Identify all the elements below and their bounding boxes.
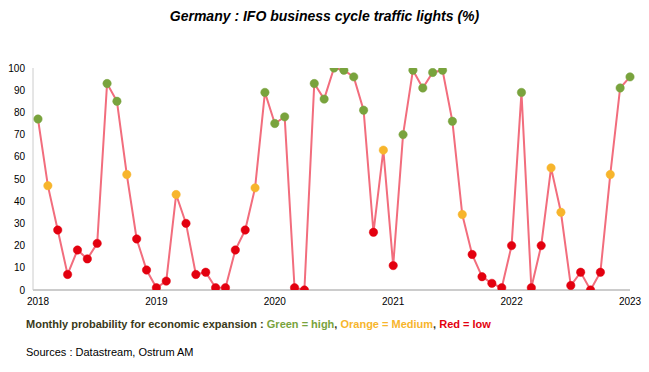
svg-text:2019: 2019 xyxy=(145,296,168,307)
svg-text:2022: 2022 xyxy=(500,296,523,307)
svg-text:2023: 2023 xyxy=(619,296,641,307)
html-text:Germany : IFO business cycle t: Germany : IFO business cycle traffic lig… xyxy=(169,8,480,24)
svg-text:50: 50 xyxy=(14,174,26,185)
svg-text:90: 90 xyxy=(14,85,26,96)
html-text:Sources : Datastream, Ostrum A: Sources : Datastream, Ostrum AM xyxy=(26,346,194,358)
svg-text:20: 20 xyxy=(14,240,26,251)
svg-text:10: 10 xyxy=(14,262,26,273)
svg-text:2020: 2020 xyxy=(264,296,287,307)
svg-text:2021: 2021 xyxy=(382,296,405,307)
svg-text:60: 60 xyxy=(14,151,26,162)
svg-text:30: 30 xyxy=(14,218,26,229)
svg-text:2018: 2018 xyxy=(27,296,50,307)
svg-text:40: 40 xyxy=(14,196,26,207)
svg-text:100: 100 xyxy=(8,63,25,74)
html-text:Monthly probability for econom: Monthly probability for economic expansi… xyxy=(26,318,491,330)
svg-text:70: 70 xyxy=(14,129,26,140)
svg-text:80: 80 xyxy=(14,107,26,118)
svg-text:0: 0 xyxy=(19,285,25,296)
